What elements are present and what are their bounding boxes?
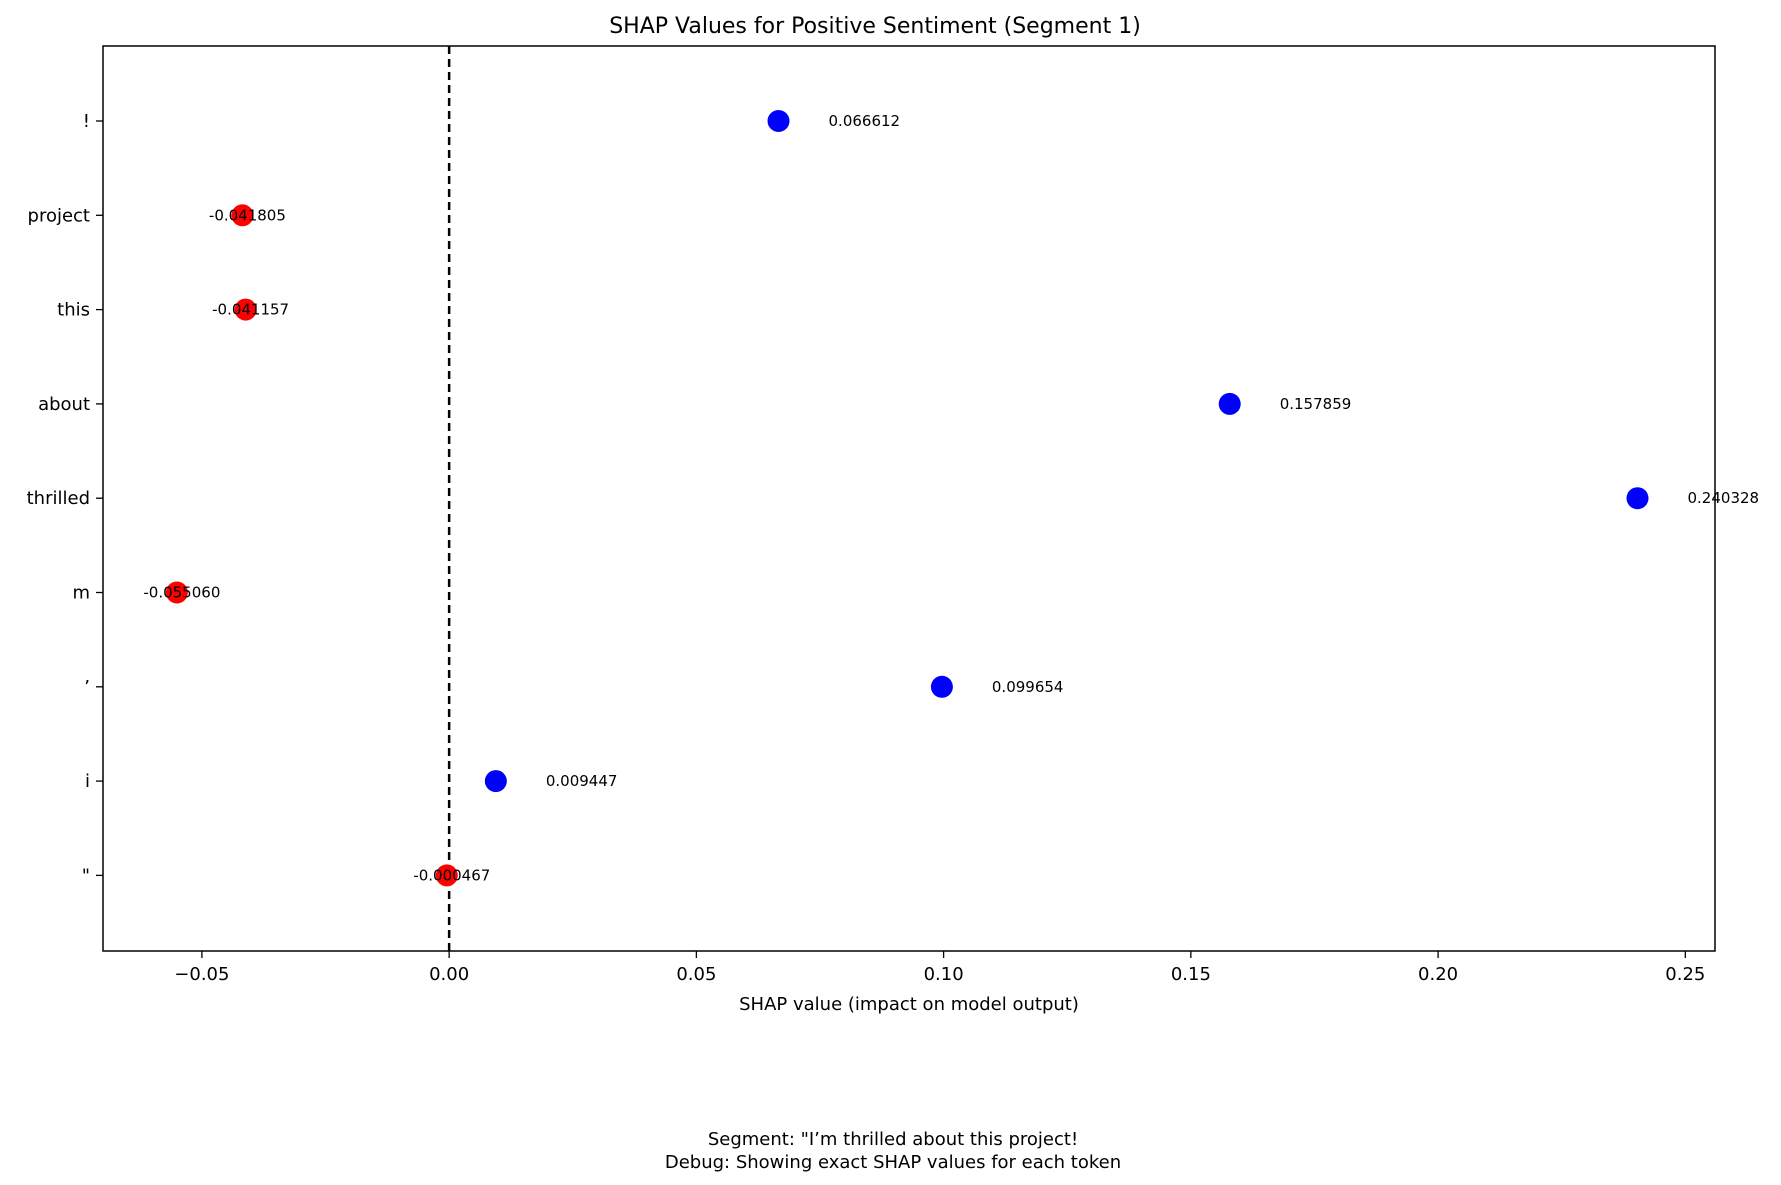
data-point <box>231 204 254 227</box>
data-point <box>435 864 458 887</box>
data-label: -0.055060 <box>143 584 220 602</box>
x-tick-label: 0.00 <box>429 964 469 985</box>
y-tick-label: i <box>85 771 90 792</box>
data-point <box>234 298 257 321</box>
y-tick-label: m <box>72 583 90 604</box>
y-tick-label: thrilled <box>27 488 90 509</box>
x-tick-label: 0.10 <box>924 964 964 985</box>
data-point <box>165 581 188 604</box>
y-axis: " i ’ m thrilled about this project! <box>27 111 103 886</box>
x-tick-label: 0.25 <box>1665 964 1705 985</box>
data-label: 0.009447 <box>546 772 618 790</box>
data-point <box>1626 487 1649 510</box>
x-tick-label: 0.15 <box>1171 964 1211 985</box>
y-tick-label: ’ <box>84 677 90 698</box>
chart-title: SHAP Values for Positive Sentiment (Segm… <box>609 14 1141 39</box>
y-tick-label: " <box>82 865 90 886</box>
plot-frame <box>102 45 1716 952</box>
data-point <box>484 770 507 793</box>
x-tick-label: 0.05 <box>676 964 716 985</box>
data-points <box>165 110 1649 887</box>
x-axis-label: SHAP value (impact on model output) <box>739 994 1079 1015</box>
y-tick-label: about <box>38 394 90 415</box>
data-label: 0.066612 <box>829 112 901 130</box>
x-axis: −0.05 0.00 0.05 0.10 0.15 0.20 0.25 <box>174 951 1705 985</box>
footer-segment-text: Segment: "I’m thrilled about this projec… <box>708 1129 1078 1150</box>
data-point <box>767 110 790 132</box>
y-tick-label: this <box>57 300 90 321</box>
footer-debug-text: Debug: Showing exact SHAP values for eac… <box>665 1152 1121 1173</box>
data-labels: -0.000467 0.009447 0.099654 -0.055060 0.2403… <box>143 112 1759 884</box>
data-label: 0.157859 <box>1280 395 1352 413</box>
x-tick-label: −0.05 <box>174 964 229 985</box>
x-tick-label: 0.20 <box>1418 964 1458 985</box>
data-label: 0.099654 <box>992 678 1064 696</box>
data-point <box>930 675 953 698</box>
plot-area: -0.000467 0.009447 0.099654 -0.055060 0.2403… <box>102 45 1759 952</box>
data-label: -0.000467 <box>413 866 490 884</box>
data-point <box>1218 392 1241 415</box>
y-tick-label: ! <box>83 111 90 132</box>
data-label: -0.041805 <box>209 206 286 224</box>
y-tick-label: project <box>28 205 90 226</box>
data-label: 0.240328 <box>1688 489 1760 507</box>
data-label: -0.041157 <box>212 301 289 319</box>
